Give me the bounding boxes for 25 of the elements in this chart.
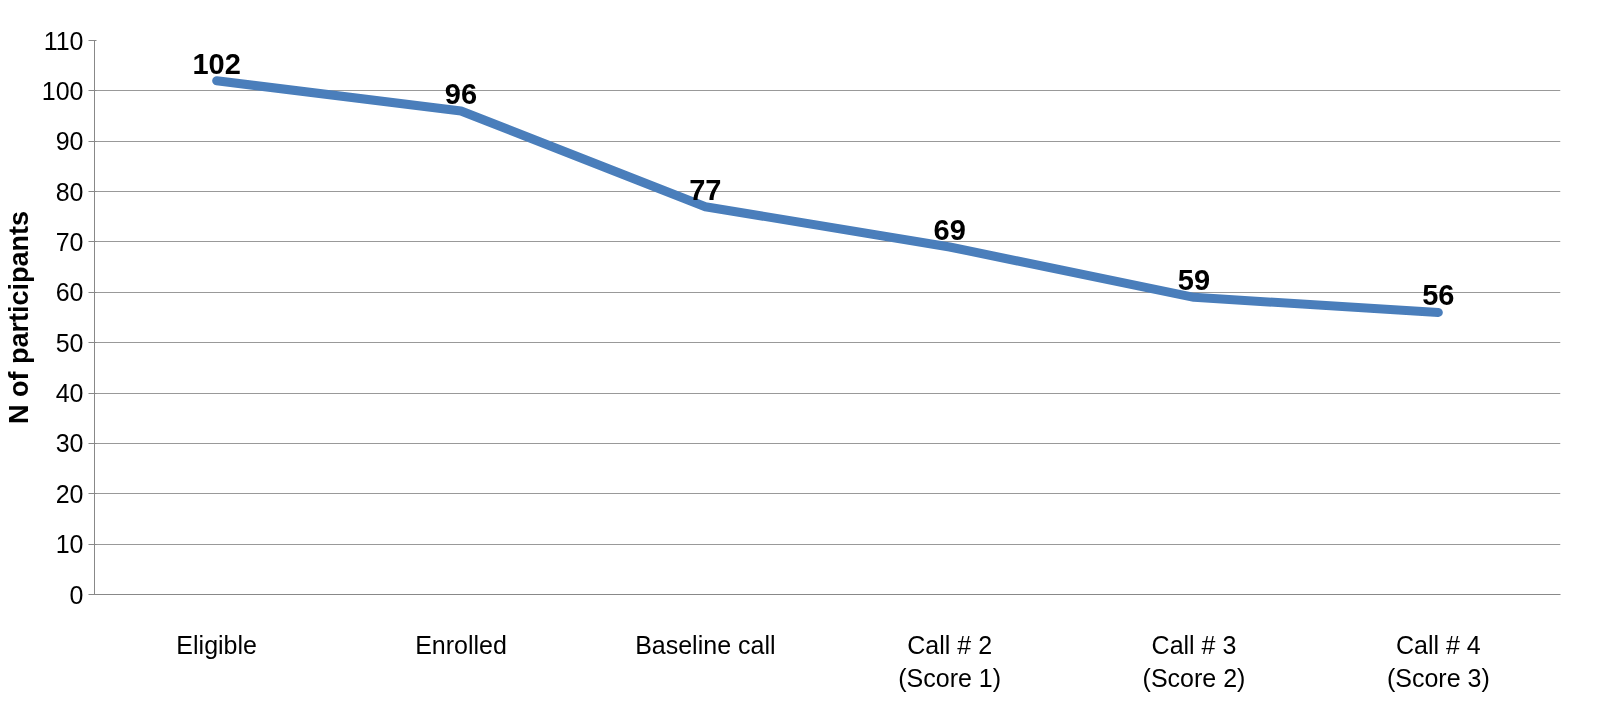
- y-tick-label: 20: [55, 479, 84, 508]
- y-tick-label: 30: [55, 429, 84, 458]
- x-tick-label: Call # 3 (Score 2): [1142, 630, 1246, 693]
- data-label: 59: [1177, 264, 1211, 297]
- x-tick-label: Call # 2 (Score 1): [898, 630, 1002, 693]
- data-label: 96: [444, 78, 478, 111]
- y-tick-label: 60: [55, 278, 84, 307]
- y-tick-label: 80: [55, 177, 84, 206]
- x-tick-label: Enrolled: [415, 630, 507, 659]
- y-tick-label: 100: [41, 76, 84, 105]
- data-label: 102: [192, 47, 241, 80]
- y-tick-label: 70: [55, 227, 84, 256]
- x-tick-label: Eligible: [176, 630, 257, 659]
- y-tick-label: 10: [55, 530, 84, 559]
- x-tick-label: Call # 4 (Score 3): [1386, 630, 1490, 693]
- x-tick-label: Baseline call: [635, 630, 776, 659]
- data-label: 56: [1422, 279, 1455, 312]
- y-axis-title: N of participants: [3, 210, 34, 425]
- y-tick-label: 40: [55, 379, 84, 408]
- y-tick-label: 110: [43, 26, 84, 55]
- y-tick-label: 90: [55, 127, 84, 156]
- y-tick-label: 0: [69, 580, 84, 609]
- data-label: 69: [933, 213, 966, 246]
- data-label: 77: [689, 173, 722, 206]
- y-tick-label: 50: [55, 328, 84, 357]
